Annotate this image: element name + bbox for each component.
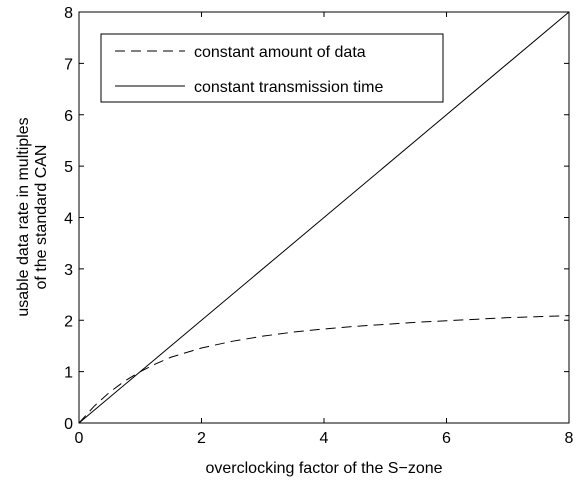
series-line-constant-amount-of-data (78, 315, 570, 424)
y-axis-title-line-2: of the standard CAN (33, 145, 50, 290)
ticks: 0 2 4 6 8 0 1 2 3 4 5 6 7 8 (64, 5, 573, 447)
y-tick-label: 0 (64, 416, 73, 433)
y-tick-label: 5 (64, 159, 73, 176)
x-tick-label: 8 (565, 430, 574, 447)
legend: constant amount of data constant transmi… (100, 33, 444, 103)
y-tick-label: 6 (64, 108, 73, 125)
y-tick-label: 2 (64, 313, 73, 330)
y-axis-title-line-1: usable data rate in multiples (15, 117, 32, 316)
legend-label-constant-amount-of-data: constant amount of data (194, 44, 366, 61)
series-group (78, 11, 570, 424)
x-tick-label: 6 (442, 430, 451, 447)
series-line-constant-transmission-time (78, 11, 570, 424)
y-tick-label: 8 (64, 5, 73, 22)
x-tick-label: 2 (197, 430, 206, 447)
y-tick-label: 4 (64, 211, 73, 228)
x-tick-label: 0 (75, 430, 84, 447)
y-tick-label: 3 (64, 262, 73, 279)
legend-label-constant-transmission-time: constant transmission time (194, 79, 384, 96)
y-axis-title: usable data rate in multiples of the sta… (15, 117, 50, 316)
x-axis-title: overclocking factor of the S−zone (205, 460, 442, 477)
y-tick-label: 7 (64, 56, 73, 73)
legend-box (100, 33, 444, 103)
y-tick-label: 1 (64, 365, 73, 382)
x-tick-label: 4 (320, 430, 329, 447)
